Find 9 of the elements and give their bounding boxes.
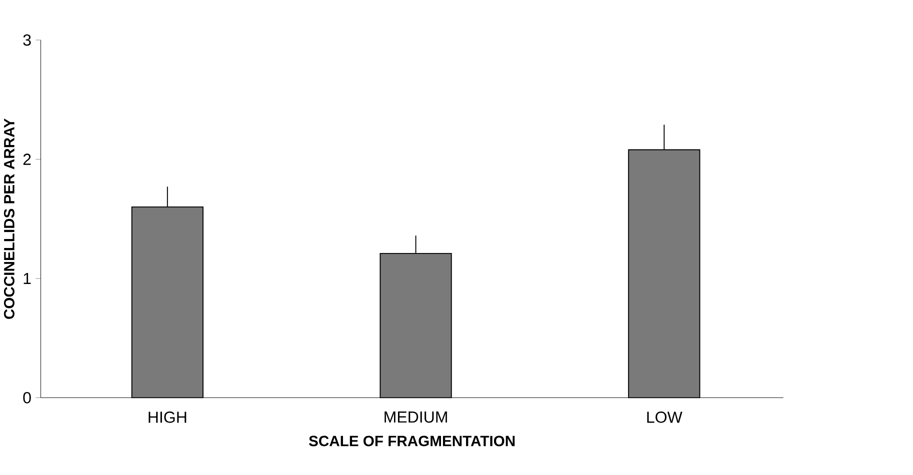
x-tick-label: HIGH bbox=[148, 411, 186, 423]
y-tick-label: 2 bbox=[23, 154, 31, 165]
x-axis-title: SCALE OF FRAGMENTATION bbox=[308, 436, 515, 446]
y-tick-label: 0 bbox=[23, 392, 31, 404]
y-tick-label: 3 bbox=[23, 34, 31, 46]
y-tick-label: 1 bbox=[24, 272, 31, 284]
x-tick-label: MEDIUM bbox=[384, 411, 447, 423]
y-axis-title: COCCINELLIDS PER ARRAY bbox=[4, 118, 14, 319]
x-tick-label: LOW bbox=[647, 411, 682, 423]
